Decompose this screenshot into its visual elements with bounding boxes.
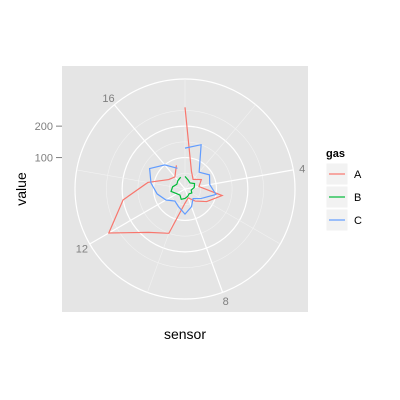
major-grid-spoke xyxy=(184,169,294,190)
series-line-c xyxy=(148,143,217,216)
legend-label: B xyxy=(354,192,361,204)
theta-tick-labels: 4 8 12 16 xyxy=(76,93,305,308)
theta-tick-label: 16 xyxy=(102,93,114,105)
r-axis: 100 200 xyxy=(35,121,62,165)
series-line-b xyxy=(170,176,196,201)
x-axis-title: sensor xyxy=(164,326,206,342)
major-grid-spoke xyxy=(89,188,186,245)
legend-title: gas xyxy=(326,148,345,160)
theta-tick-label: 12 xyxy=(76,244,88,256)
major-grid-spoke xyxy=(113,104,186,190)
legend-label: A xyxy=(354,169,362,181)
legend-label: C xyxy=(354,215,362,227)
y-axis-title: value xyxy=(13,172,29,206)
theta-tick-label: 8 xyxy=(223,296,229,308)
minor-grid-spoke xyxy=(184,104,256,190)
legend-keys: ABC xyxy=(325,162,362,232)
legend: gas ABC xyxy=(325,148,362,232)
theta-tick-label: 4 xyxy=(299,163,305,175)
r-tick-label: 100 xyxy=(35,153,53,165)
series-lines xyxy=(107,107,224,234)
minor-grid-spoke xyxy=(76,169,186,190)
r-tick-label: 200 xyxy=(35,121,53,133)
grid xyxy=(74,78,296,300)
